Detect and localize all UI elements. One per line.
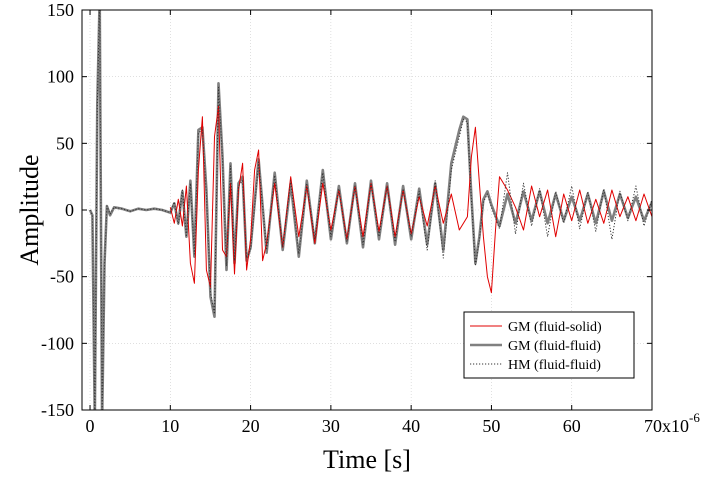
legend-label: HM (fluid-fluid) — [508, 358, 601, 373]
axis-ticks — [82, 9, 653, 411]
x-tick-label: 40 — [402, 416, 420, 436]
legend-label: GM (fluid-fluid) — [508, 339, 601, 354]
x-axis-exponent-label: -6 — [689, 410, 700, 425]
y-tick-label: -50 — [50, 267, 74, 287]
x-tick-label: 30 — [322, 416, 340, 436]
y-tick-label: -100 — [41, 333, 74, 353]
y-tick-label: -150 — [41, 400, 74, 420]
series-layer — [88, 10, 652, 410]
axis-tick-labels: 0 10 20 30 40 50 60 70x10 -150 -100 -50 0 50 100 150 — [41, 0, 689, 436]
x-axis-label: Time [s] — [323, 445, 411, 474]
y-axis-label: Amplitude — [15, 154, 44, 265]
series-line-3 — [89, 10, 652, 410]
x-tick-label: 20 — [242, 416, 260, 436]
legend: GM (fluid-solid) GM (fluid-fluid) HM (flui… — [463, 311, 635, 379]
y-tick-label: 100 — [47, 67, 74, 87]
y-tick-label: 50 — [56, 133, 74, 153]
legend-label: GM (fluid-solid) — [508, 320, 602, 335]
y-tick-label: 150 — [47, 0, 74, 20]
y-tick-label: 0 — [65, 200, 74, 220]
x-tick-label: 60 — [563, 416, 581, 436]
x-tick-label: 70x10 — [644, 416, 689, 436]
series-line-1 — [169, 105, 652, 294]
x-tick-label: 10 — [161, 416, 179, 436]
x-tick-label: 0 — [86, 416, 95, 436]
x-tick-label: 50 — [482, 416, 500, 436]
